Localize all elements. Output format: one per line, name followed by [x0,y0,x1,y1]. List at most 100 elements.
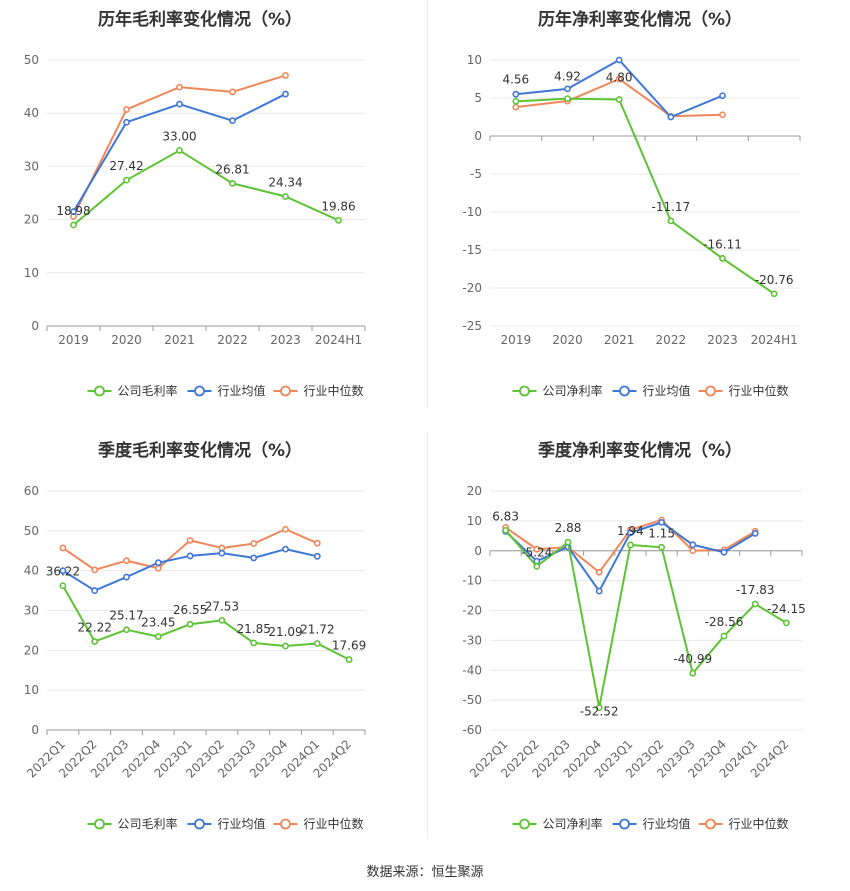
data-label: 26.55 [173,603,207,617]
data-point-company [335,216,342,224]
data-point-median [595,568,603,576]
data-point-median [615,75,623,83]
x-tick-label: 2022 [217,333,248,347]
data-point-avg [595,587,603,595]
quarterly-gross-margin-chart: 季度毛利率变化情况（%） 0 10 20 30 40 50 60 2022Q1 2022Q2 202… [0,430,427,850]
chart-svg: 季度毛利率变化情况（%）01020304050602022Q12022Q2202… [24,440,367,831]
data-label: 1.94 [617,524,644,538]
data-label: 1.15 [648,526,675,540]
data-point-avg [282,90,289,98]
data-point-company [282,193,289,200]
legend-label: 公司毛利率 [118,816,178,831]
legend-marker-median [280,818,291,830]
x-tick-label: 2020 [552,333,583,347]
data-point-company [502,526,509,534]
data-label: -17.83 [736,583,775,597]
x-tick-label: 2024H1 [751,333,798,347]
data-point-avg [176,100,183,108]
y-tick-label: -10 [462,574,482,588]
data-point-company [218,616,226,624]
data-point-company [719,255,726,262]
data-label: -40.99 [673,652,712,666]
chart-svg: 季度净利率变化情况（%）-60-50-40-30-20-10010202022Q… [462,440,806,831]
data-point-company [70,221,77,229]
data-point-company [250,639,258,647]
data-point-company [229,179,236,187]
data-point-median [91,566,99,574]
legend-label: 行业均值 [643,383,691,398]
data-point-company [186,620,194,628]
y-tick-label: -30 [462,633,482,647]
data-label: -20.76 [755,273,794,287]
data-point-median [123,106,130,113]
data-point-company [751,600,759,608]
legend-label: 行业中位数 [729,816,789,831]
legend-marker-avg [619,818,630,830]
x-tick-label: 2019 [58,333,89,347]
x-tick-label: 2021 [604,333,635,347]
data-point-company [658,543,665,551]
y-tick-label: -40 [462,663,482,677]
legend-marker-company [519,385,530,397]
data-label: 17.69 [332,639,366,653]
data-point-company [720,632,728,640]
data-point-avg [229,117,236,125]
legend-marker-avg [194,818,205,830]
data-point-median [250,540,258,547]
data-label: 4.56 [502,72,529,86]
data-point-median [533,545,541,553]
data-point-avg [626,529,634,537]
data-label: 4.92 [554,70,581,84]
data-point-company [564,538,572,546]
y-tick-label: -10 [462,205,482,219]
data-point-median [229,88,236,96]
data-point-median [186,536,194,544]
data-point-company [564,95,571,103]
y-tick-label: -15 [462,243,482,257]
y-tick-label: 0 [474,544,482,558]
data-point-avg [186,552,194,560]
data-point-avg [154,559,162,567]
data-point-avg [667,113,675,121]
y-tick-label: 0 [31,723,39,737]
x-tick-label: 2023 [707,333,738,347]
data-point-avg [282,545,289,553]
chart-title: 季度毛利率变化情况（%） [98,440,302,461]
y-tick-label: 40 [24,106,39,120]
data-point-avg [70,208,77,216]
data-label: 18.98 [56,204,90,218]
data-point-company [615,96,623,103]
data-label: 6.83 [492,509,519,523]
chart-svg: 历年净利率变化情况（%） -25 -20 -15 -10 -5 0 5 10 2019 2020 20… [462,9,801,398]
x-tick-label: 2020 [111,333,142,347]
x-tick-label: 2022 [656,333,687,347]
data-label: 27.53 [205,599,239,613]
data-point-company [533,563,541,570]
legend-marker-company [94,385,105,397]
legend-label: 行业均值 [643,816,691,831]
annual-net-margin-chart: 历年净利率变化情况（%） -25 -20 -15 -10 -5 0 5 10 2019 2020 20… [427,0,850,420]
data-point-company [782,619,790,627]
y-tick-label: -60 [462,723,482,737]
x-tick-label: 2023 [270,333,301,347]
legend-marker-company [519,818,530,830]
data-point-avg [658,518,665,526]
panel-divider-top [427,0,428,408]
data-point-company [176,147,183,154]
data-point-median [282,525,289,533]
y-tick-label: 10 [24,266,39,280]
data-point-avg [313,552,321,560]
legend-label: 行业中位数 [304,383,364,398]
y-tick-label: 30 [24,604,39,618]
y-tick-label: -50 [462,693,482,707]
data-point-median [154,564,162,572]
data-label: -16.11 [703,237,742,251]
legend-marker-company [94,818,105,830]
legend-label: 公司净利率 [543,383,603,398]
data-point-avg [512,90,520,98]
data-label: -24.15 [767,602,806,616]
y-tick-label: 10 [467,514,482,528]
x-tick-label: 2019 [501,333,532,347]
y-tick-label: 20 [24,643,39,657]
data-point-company [313,640,321,647]
